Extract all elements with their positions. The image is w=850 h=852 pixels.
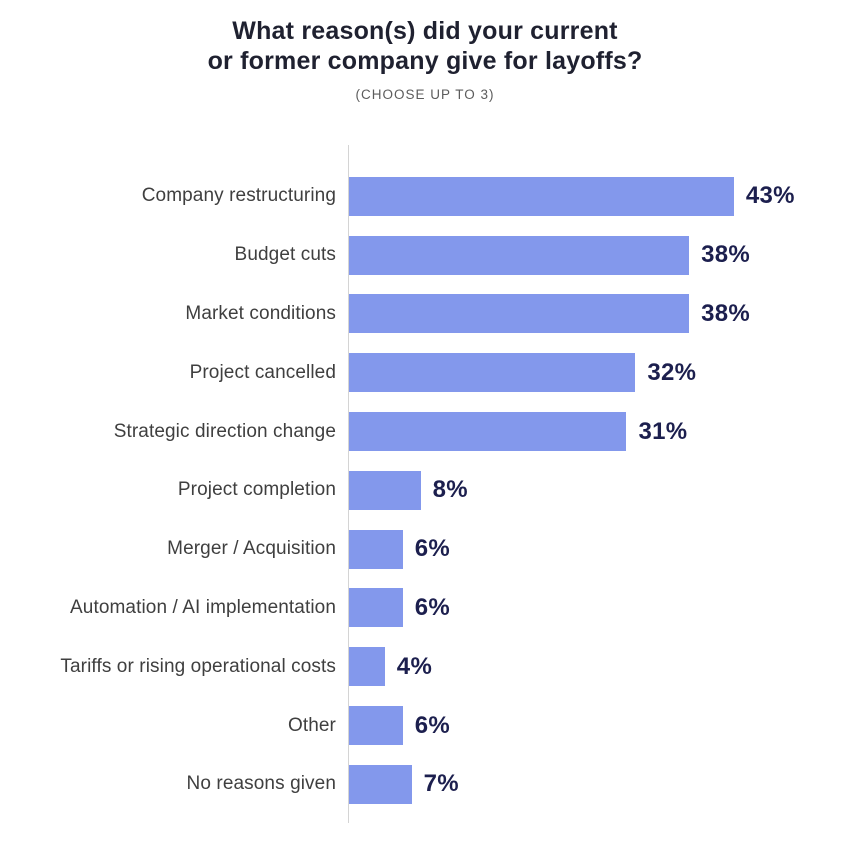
bar [349,529,403,569]
bar [349,176,734,216]
bar-row: Automation / AI implementation 6% [0,579,850,638]
category-label: Strategic direction change [113,420,336,442]
bar [349,706,403,746]
bar [349,412,627,452]
bar-row: Market conditions 38% [0,285,850,344]
bar-row: Project cancelled 32% [0,343,850,402]
value-label: 4% [396,652,433,680]
bar-row: Tariffs or rising operational costs 4% [0,637,850,696]
category-label: Company restructuring [141,185,336,207]
category-label: No reasons given [186,773,336,795]
bar [349,294,690,334]
bar-row: Merger / Acquisition 6% [0,520,850,579]
bar-row: Budget cuts 38% [0,226,850,285]
bar [349,647,385,687]
bar-rows: Company restructuring 43% Budget cuts 38% Ma… [0,167,850,814]
category-label: Market conditions [185,302,336,324]
value-label: 38% [701,241,751,269]
y-axis-line [348,145,349,823]
value-label: 6% [414,535,450,563]
chart-subtitle: (CHOOSE UP TO 3) [355,87,495,102]
category-label: Merger / Acquisition [167,538,336,560]
value-label: 6% [414,593,450,621]
chart-plot-area: Company restructuring 43% Budget cuts 38% Ma… [0,145,850,823]
chart-title: What reason(s) did your current or forme… [207,17,643,75]
bar [349,588,403,628]
value-label: 7% [423,770,459,798]
value-label: 31% [638,417,688,445]
bar [349,764,412,804]
category-label: Project cancelled [189,361,336,383]
category-label: Automation / AI implementation [70,596,336,618]
value-label: 43% [745,182,795,210]
category-label: Tariffs or rising operational costs [60,655,336,677]
value-label: 6% [414,711,450,739]
bar-row: Other 6% [0,696,850,755]
bar-row: Project completion 8% [0,461,850,520]
bar-row: No reasons given 7% [0,755,850,814]
value-label: 32% [647,358,697,386]
category-label: Budget cuts [234,244,336,266]
bar-row: Company restructuring 43% [0,167,850,226]
bar [349,235,690,275]
bar [349,353,636,393]
category-label: Project completion [177,479,336,501]
value-label: 8% [432,476,468,504]
category-label: Other [287,714,336,736]
value-label: 38% [701,299,751,327]
bar-row: Strategic direction change 31% [0,402,850,461]
bar [349,470,421,510]
